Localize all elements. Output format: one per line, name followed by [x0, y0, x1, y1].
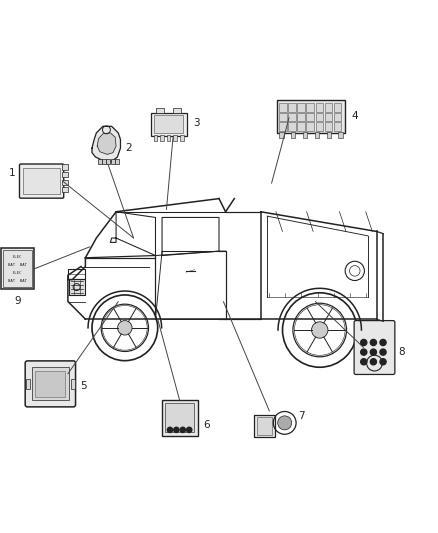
Circle shape	[167, 427, 173, 432]
Text: ELEC: ELEC	[13, 255, 22, 259]
Bar	[314, 132, 319, 138]
Bar	[1, 248, 34, 289]
Bar	[315, 113, 323, 121]
Bar	[151, 113, 187, 135]
Bar	[4, 250, 32, 287]
Bar	[165, 403, 194, 432]
Bar	[35, 371, 66, 397]
Bar	[24, 168, 60, 194]
Bar	[288, 113, 296, 121]
Bar	[106, 159, 110, 164]
Bar	[154, 135, 157, 141]
Bar	[102, 159, 106, 164]
Text: 9: 9	[14, 296, 21, 305]
Bar	[25, 378, 29, 389]
Bar	[173, 135, 177, 141]
Polygon shape	[92, 126, 120, 161]
FancyBboxPatch shape	[354, 320, 395, 375]
Text: 2: 2	[126, 143, 132, 154]
Circle shape	[380, 340, 386, 345]
FancyBboxPatch shape	[25, 361, 75, 407]
Bar	[173, 108, 181, 113]
Bar	[291, 132, 295, 138]
Bar	[307, 123, 314, 131]
Circle shape	[361, 340, 367, 345]
Circle shape	[380, 359, 386, 365]
Text: 1: 1	[9, 168, 16, 178]
Bar	[63, 165, 67, 169]
Circle shape	[187, 427, 192, 432]
Bar	[279, 123, 287, 131]
Bar	[307, 113, 314, 121]
Bar	[279, 103, 287, 111]
Bar	[288, 103, 296, 111]
Bar	[325, 123, 332, 131]
Circle shape	[174, 427, 179, 432]
Text: ELEC: ELEC	[13, 271, 22, 274]
Bar	[297, 123, 305, 131]
Bar	[63, 180, 67, 185]
Bar	[98, 159, 102, 164]
Bar	[315, 123, 323, 131]
Text: 3: 3	[193, 118, 200, 128]
Text: BAT  BAT: BAT BAT	[8, 279, 27, 282]
Bar	[63, 172, 67, 177]
Bar	[338, 132, 343, 138]
Bar	[326, 132, 331, 138]
Bar	[111, 159, 115, 164]
Bar	[325, 103, 332, 111]
Bar	[154, 115, 183, 133]
Bar	[63, 187, 67, 192]
Bar	[297, 103, 305, 111]
Circle shape	[361, 349, 367, 355]
Circle shape	[278, 416, 292, 430]
Circle shape	[371, 349, 376, 355]
Circle shape	[311, 322, 328, 338]
Bar	[32, 367, 69, 400]
Bar	[334, 113, 342, 121]
FancyBboxPatch shape	[19, 164, 64, 198]
Bar	[71, 378, 75, 389]
Circle shape	[117, 320, 132, 335]
Bar	[334, 103, 342, 111]
Bar	[288, 123, 296, 131]
Bar	[303, 132, 307, 138]
Text: 8: 8	[399, 347, 405, 357]
Text: 7: 7	[298, 411, 304, 421]
Text: 6: 6	[203, 421, 209, 431]
Bar	[307, 103, 314, 111]
Bar	[279, 132, 283, 138]
Bar	[254, 415, 275, 437]
Circle shape	[371, 359, 376, 365]
Bar	[277, 100, 345, 133]
Bar	[315, 103, 323, 111]
Text: 5: 5	[80, 381, 87, 391]
Bar	[334, 123, 342, 131]
Bar	[325, 113, 332, 121]
Bar	[69, 279, 85, 295]
Circle shape	[180, 427, 185, 432]
Bar	[167, 135, 170, 141]
Bar	[297, 113, 305, 121]
Text: BAT  BAT: BAT BAT	[8, 263, 27, 267]
Bar	[115, 159, 119, 164]
Text: 4: 4	[351, 111, 358, 122]
Bar	[156, 108, 164, 113]
Bar	[180, 135, 184, 141]
Bar	[162, 400, 198, 435]
Circle shape	[361, 359, 367, 365]
Bar	[257, 417, 272, 435]
Bar	[160, 135, 164, 141]
Bar	[279, 113, 287, 121]
Polygon shape	[97, 133, 116, 155]
Circle shape	[371, 340, 376, 345]
Circle shape	[380, 349, 386, 355]
